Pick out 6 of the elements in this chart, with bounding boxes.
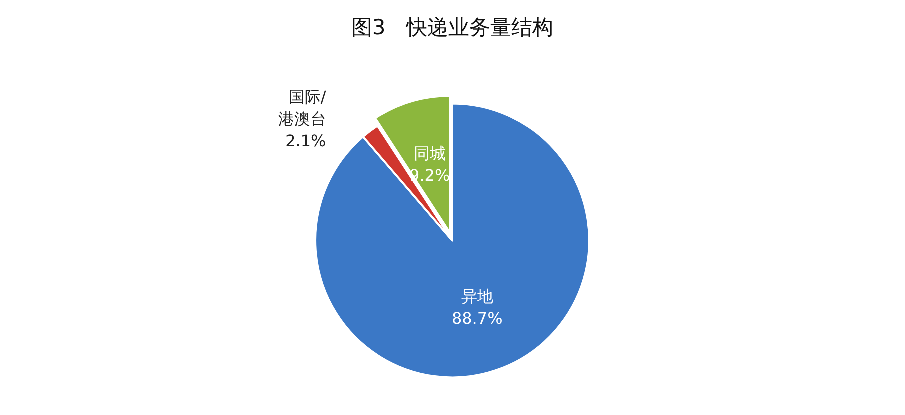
data-label: 88.7% bbox=[452, 309, 503, 328]
slice-label: 国际/港澳台 bbox=[278, 88, 327, 129]
data-label: 2.1% bbox=[286, 132, 326, 151]
slice-label: 异地 bbox=[461, 287, 494, 306]
slice-label: 同城 bbox=[414, 144, 446, 164]
chart-title: 图3 快递业务量结构 bbox=[351, 16, 554, 40]
